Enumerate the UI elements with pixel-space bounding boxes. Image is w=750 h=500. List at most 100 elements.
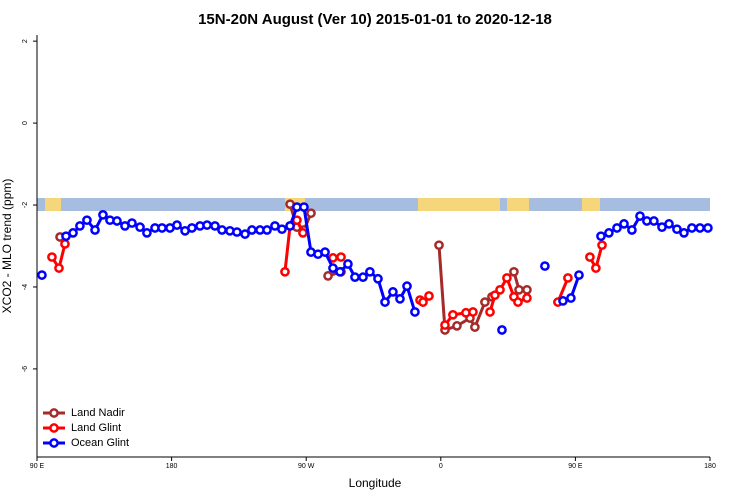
point xyxy=(402,281,412,292)
point xyxy=(470,322,480,332)
point xyxy=(649,216,659,226)
point xyxy=(585,252,595,262)
point xyxy=(47,252,57,262)
point xyxy=(563,273,573,283)
series-line xyxy=(65,205,708,313)
point xyxy=(380,297,390,307)
point xyxy=(187,223,197,233)
point xyxy=(410,307,420,317)
point xyxy=(619,219,629,229)
x-tick-label: 180 xyxy=(704,463,716,470)
point xyxy=(350,272,360,282)
point xyxy=(262,225,272,235)
point xyxy=(604,228,614,238)
point xyxy=(672,224,682,235)
point xyxy=(285,221,295,231)
legend-marker xyxy=(49,438,59,448)
point xyxy=(434,240,444,251)
point xyxy=(365,266,375,277)
point xyxy=(574,270,584,280)
point xyxy=(68,228,78,238)
point xyxy=(343,259,353,269)
point xyxy=(540,261,550,271)
point xyxy=(591,263,601,273)
point xyxy=(280,266,290,277)
point xyxy=(566,293,576,303)
point xyxy=(513,297,523,307)
point xyxy=(388,287,398,297)
point xyxy=(172,220,182,230)
point xyxy=(522,284,532,295)
point xyxy=(37,270,47,280)
point xyxy=(232,227,242,237)
y-tick-label: -4 xyxy=(22,284,29,290)
point xyxy=(502,273,512,283)
y-axis-label: XCO2 - MLO trend (ppm) xyxy=(0,179,14,314)
point xyxy=(485,307,495,317)
point xyxy=(395,294,405,304)
point xyxy=(323,271,333,281)
y-tick-label: -2 xyxy=(22,202,29,208)
point xyxy=(306,208,316,219)
x-tick-label: 90 E xyxy=(568,463,583,470)
point xyxy=(612,223,622,233)
point xyxy=(328,263,338,273)
point xyxy=(82,215,92,226)
point xyxy=(60,239,70,249)
x-tick-label: 180 xyxy=(166,463,178,470)
point xyxy=(497,325,507,335)
point xyxy=(142,228,152,238)
point xyxy=(440,320,450,330)
point xyxy=(695,223,705,233)
point xyxy=(358,272,368,282)
point xyxy=(448,309,458,320)
point xyxy=(597,240,607,251)
point xyxy=(336,252,346,262)
point xyxy=(373,273,383,284)
point xyxy=(202,220,212,230)
point xyxy=(452,321,462,331)
point xyxy=(335,266,345,277)
legend-label: Land Glint xyxy=(71,422,121,434)
chart-title: 15N-20N August (Ver 10) 2015-01-01 to 20… xyxy=(198,11,552,28)
point xyxy=(687,223,697,233)
point xyxy=(127,218,137,228)
point xyxy=(627,225,637,235)
point xyxy=(596,231,606,242)
point xyxy=(558,296,568,306)
point xyxy=(90,225,100,235)
point xyxy=(480,297,490,307)
point xyxy=(679,228,689,238)
point xyxy=(240,229,250,239)
point xyxy=(418,297,428,307)
point xyxy=(299,202,309,212)
point xyxy=(135,222,145,233)
legend-marker xyxy=(49,408,59,418)
point xyxy=(277,224,287,235)
point xyxy=(522,293,532,303)
legend-label: Land Nadir xyxy=(71,407,125,419)
point xyxy=(495,284,505,295)
point xyxy=(98,210,108,220)
x-tick-label: 90 W xyxy=(298,463,315,470)
point xyxy=(210,221,220,231)
point xyxy=(424,291,434,301)
x-axis-label: Longitude xyxy=(349,476,402,490)
point xyxy=(75,221,85,231)
point xyxy=(320,247,330,257)
point xyxy=(468,307,478,317)
point xyxy=(514,284,524,295)
point xyxy=(54,263,64,273)
legend-marker xyxy=(49,423,59,433)
point xyxy=(298,228,308,238)
point xyxy=(635,211,645,221)
x-tick-label: 90 E xyxy=(30,463,45,470)
point xyxy=(247,225,257,235)
point xyxy=(112,216,122,226)
point xyxy=(664,219,674,229)
legend-label: Ocean Glint xyxy=(71,437,129,449)
point xyxy=(509,266,519,277)
point xyxy=(703,223,713,233)
point xyxy=(217,225,227,235)
y-tick-label: -6 xyxy=(22,366,29,372)
